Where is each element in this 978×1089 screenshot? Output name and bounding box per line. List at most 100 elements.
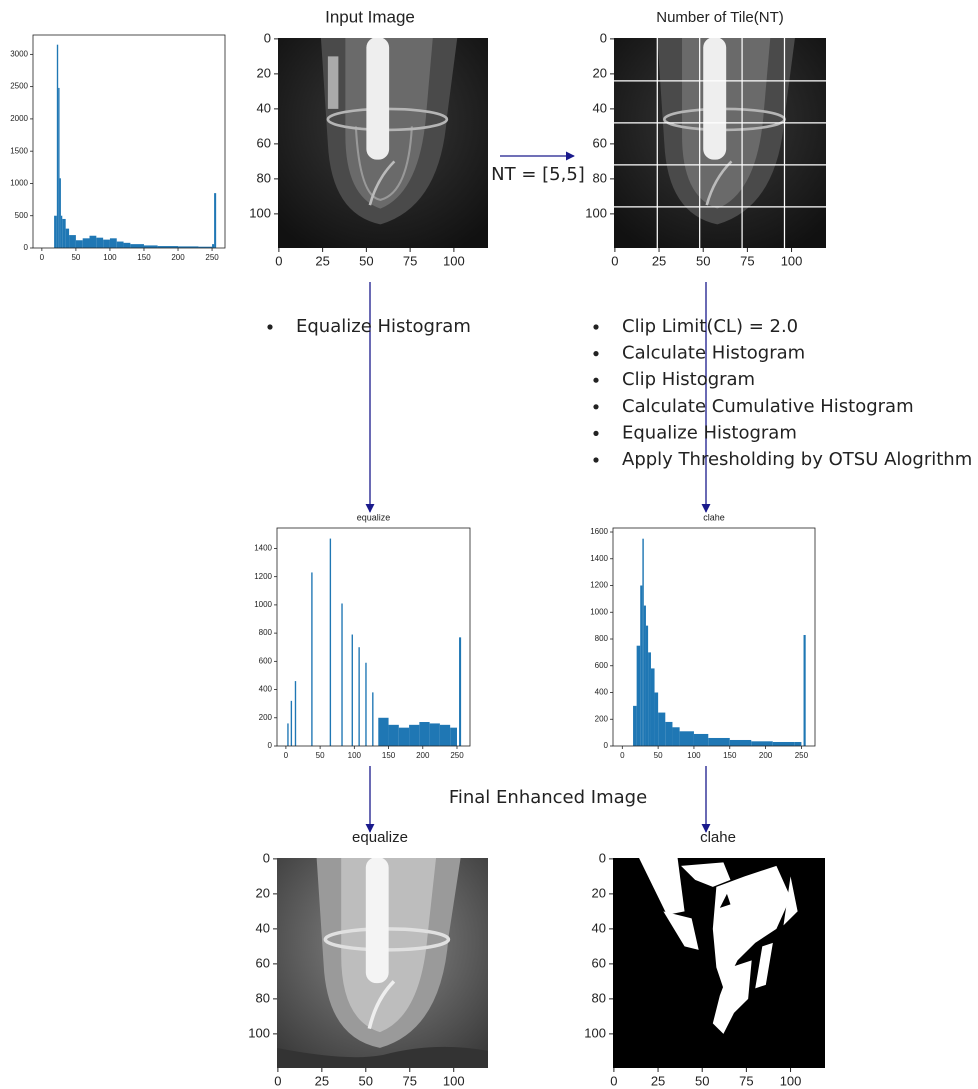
bar <box>82 238 90 248</box>
bullet <box>593 351 599 357</box>
bar <box>96 237 104 248</box>
image-region <box>368 160 396 206</box>
x-tick-label: 50 <box>654 751 663 760</box>
x-tick-label: 200 <box>759 751 773 760</box>
y-tick-label: 100 <box>249 205 271 220</box>
bullet <box>593 324 599 330</box>
x-tick-label: 50 <box>695 1073 709 1088</box>
bar <box>294 681 297 746</box>
x-tick-label: 250 <box>450 751 464 760</box>
step-text: Clip Limit(CL) = 2.0 <box>622 316 798 337</box>
y-tick-label: 1000 <box>590 607 608 616</box>
x-tick-label: 50 <box>359 253 373 268</box>
x-tick-label: 100 <box>348 751 362 760</box>
bar <box>198 246 213 248</box>
bar <box>388 724 399 746</box>
bar <box>358 647 360 746</box>
bar <box>341 603 343 746</box>
x-tick-label: 250 <box>205 253 219 262</box>
y-tick-label: 100 <box>248 1025 270 1040</box>
y-tick-label: 60 <box>256 955 270 970</box>
y-tick-label: 20 <box>593 65 607 80</box>
equalized-image <box>277 858 488 1068</box>
bar <box>708 737 730 746</box>
y-tick-label: 20 <box>256 885 270 900</box>
bar <box>372 692 374 746</box>
y-tick-label: 400 <box>595 688 609 697</box>
bar <box>665 721 673 746</box>
bar <box>329 538 332 746</box>
step-text: Equalize Histogram <box>296 316 471 337</box>
bar <box>123 242 131 248</box>
bar <box>56 44 59 248</box>
image-region <box>703 38 727 160</box>
y-tick-label: 80 <box>257 170 271 185</box>
x-tick-label: 25 <box>651 1073 665 1088</box>
chart-title: clahe <box>703 512 725 522</box>
x-tick-label: 0 <box>611 253 618 268</box>
y-tick-label: 0 <box>604 741 609 750</box>
bar <box>429 723 440 746</box>
x-tick-label: 200 <box>416 751 430 760</box>
bar <box>439 724 451 746</box>
bar <box>654 692 659 746</box>
x-tick-label: 100 <box>103 253 117 262</box>
y-tick-label: 3000 <box>10 49 28 58</box>
image-title: Number of Tile(NT) <box>656 9 784 26</box>
x-tick-label: 0 <box>274 1073 281 1088</box>
image-region <box>354 126 413 201</box>
y-tick-label: 1000 <box>254 600 272 609</box>
x-tick-label: 50 <box>696 253 710 268</box>
x-tick-label: 0 <box>40 253 45 262</box>
x-tick-label: 150 <box>382 751 396 760</box>
bar <box>109 238 117 248</box>
y-tick-label: 1400 <box>590 554 608 563</box>
image-title: equalize <box>352 829 408 846</box>
x-tick-label: 0 <box>620 751 625 760</box>
nt-label: NT = [5,5] <box>491 164 585 185</box>
bullet <box>593 404 599 410</box>
y-tick-label: 2000 <box>10 114 28 123</box>
image-title: clahe <box>700 829 736 846</box>
bar <box>643 605 646 746</box>
bar <box>450 727 457 746</box>
x-tick-label: 50 <box>316 751 325 760</box>
y-tick-label: 0 <box>263 850 270 865</box>
y-tick-label: 60 <box>593 135 607 150</box>
y-tick-label: 1600 <box>590 527 608 536</box>
bar <box>65 228 70 248</box>
image-region <box>365 858 389 984</box>
y-tick-label: 1500 <box>10 146 28 155</box>
image-region <box>755 942 773 989</box>
tile-image <box>614 38 826 248</box>
bar <box>672 727 680 746</box>
bar <box>214 193 217 248</box>
x-tick-label: 200 <box>171 253 185 262</box>
bar <box>351 634 353 746</box>
bar <box>459 637 462 746</box>
y-tick-label: 500 <box>15 211 29 220</box>
step-text: Calculate Histogram <box>622 343 805 364</box>
bar <box>378 717 389 746</box>
bar <box>311 572 313 746</box>
bar <box>103 239 110 248</box>
y-tick-label: 200 <box>259 713 273 722</box>
x-tick-label: 0 <box>610 1073 617 1088</box>
y-tick-label: 100 <box>585 205 607 220</box>
chart-title: equalize <box>357 512 391 522</box>
step-text: Clip Histogram <box>622 369 755 390</box>
y-tick-label: 1200 <box>254 572 272 581</box>
bar <box>398 727 410 746</box>
y-tick-label: 60 <box>592 955 606 970</box>
x-tick-label: 100 <box>443 1073 465 1088</box>
y-tick-label: 100 <box>584 1025 606 1040</box>
image-region <box>783 876 798 926</box>
bar <box>642 538 644 746</box>
plot-frame <box>32 34 226 249</box>
bar <box>803 634 806 746</box>
bar <box>365 662 367 746</box>
y-tick-label: 800 <box>259 628 273 637</box>
y-tick-label: 1400 <box>254 544 272 553</box>
y-tick-label: 40 <box>256 920 270 935</box>
